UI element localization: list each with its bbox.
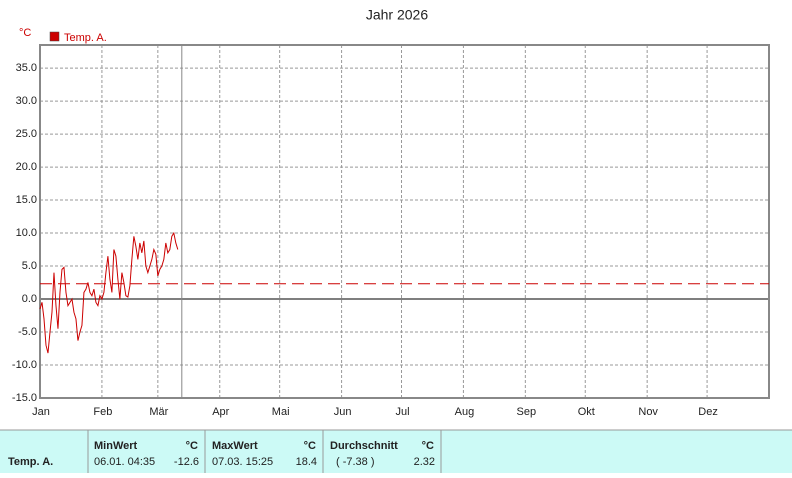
y-tick-label: 35.0 (16, 62, 37, 74)
unit: °C (304, 440, 316, 452)
x-tick-label: Okt (578, 406, 595, 418)
y-tick-label: 0.0 (22, 293, 37, 305)
time: 07.03. 15:25 (212, 456, 273, 468)
y-tick-label: 30.0 (16, 95, 37, 107)
x-tick-label: Jul (395, 406, 409, 418)
y-tick-label: 15.0 (16, 194, 37, 206)
time: 06.01. 04:35 (94, 456, 155, 468)
x-tick-label: Aug (455, 406, 475, 418)
unit: °C (186, 440, 198, 452)
plot-border (39, 44, 770, 399)
x-tick-label: Nov (638, 406, 658, 418)
value: 2.32 (414, 456, 435, 468)
x-tick-label: Sep (517, 406, 537, 418)
y-tick-label: 25.0 (16, 128, 37, 140)
x-tick-label: Feb (93, 406, 112, 418)
y-tick-label: -5.0 (18, 326, 37, 338)
row-label: Temp. A. (8, 456, 53, 468)
y-tick-label: -15.0 (12, 392, 37, 404)
value: 18.4 (296, 456, 317, 468)
legend-swatch (49, 31, 60, 42)
x-tick-label: Jan (32, 406, 50, 418)
stats-separators (0, 429, 792, 473)
unit: °C (422, 440, 434, 452)
y-tick-label: 20.0 (16, 161, 37, 173)
x-tick-label: Dez (698, 406, 718, 418)
y-tick-label: 5.0 (22, 260, 37, 272)
y-tick-label: 10.0 (16, 227, 37, 239)
header: Durchschnitt (330, 440, 398, 452)
x-tick-label: Jun (334, 406, 352, 418)
data-line (39, 231, 179, 354)
y-unit: °C (19, 27, 31, 39)
extra: ( -7.38 ) (336, 456, 375, 468)
x-tick-label: Apr (212, 406, 229, 418)
value: -12.6 (174, 456, 199, 468)
legend-label: Temp. A. (64, 32, 107, 44)
stats-panel (0, 430, 792, 473)
chart-title: Jahr 2026 (366, 7, 428, 23)
x-tick-label: Mär (149, 406, 168, 418)
y-tick-label: -10.0 (12, 359, 37, 371)
x-tick-label: Mai (272, 406, 290, 418)
header: MinWert (94, 440, 138, 452)
header: MaxWert (212, 440, 258, 452)
